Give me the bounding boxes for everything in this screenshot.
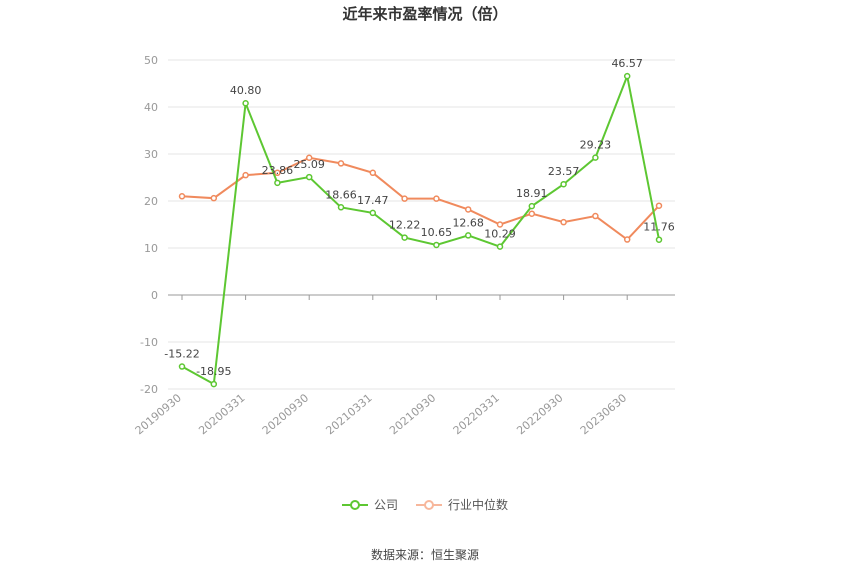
- x-tick-label: 20200930: [260, 391, 311, 437]
- line-chart: -20 -10 0 10 20 30 40 50 20190930 20200331 2020093…: [133, 54, 675, 437]
- y-tick-label: 0: [151, 289, 158, 302]
- legend-item-company[interactable]: 公司: [341, 496, 398, 513]
- data-point-industry: [274, 169, 281, 177]
- data-point-industry: [496, 221, 504, 228]
- data-point-industry: [655, 202, 663, 209]
- data-label: 18.66: [325, 188, 357, 201]
- y-tick-label: 30: [144, 148, 158, 161]
- y-tick-label: 50: [144, 54, 158, 67]
- data-point-company: [560, 180, 567, 188]
- data-point-industry: [592, 212, 599, 220]
- data-point-company: [274, 179, 281, 187]
- legend: 公司 行业中位数: [0, 496, 850, 513]
- data-point-industry: [623, 236, 631, 243]
- x-tick-label: 20210930: [387, 391, 438, 437]
- legend-item-industry[interactable]: 行业中位数: [416, 496, 508, 513]
- legend-label-company: 公司: [373, 498, 398, 512]
- data-label: 18.91: [516, 187, 548, 200]
- data-label: 10.65: [421, 226, 453, 239]
- y-tick-label: -20: [140, 383, 158, 396]
- series-line-company: [181, 72, 660, 386]
- x-tick-label: 20230630: [578, 391, 629, 437]
- data-label: 10.29: [484, 228, 516, 241]
- data-label: 25.09: [293, 158, 325, 171]
- data-label: 12.22: [389, 219, 421, 232]
- data-label: 40.80: [230, 84, 262, 97]
- data-label: 46.57: [611, 57, 643, 70]
- data-source: 数据来源：恒生聚源: [370, 548, 479, 562]
- data-label: 17.47: [357, 194, 389, 207]
- data-point-industry: [528, 210, 536, 217]
- data-point-company: [592, 154, 599, 161]
- data-point-industry: [305, 154, 313, 162]
- data-point-industry: [369, 169, 377, 177]
- x-tick-label: 20200331: [196, 391, 247, 437]
- data-point-company: [178, 363, 186, 370]
- y-tick-label: 10: [144, 242, 158, 255]
- x-tick-label: 20190930: [133, 391, 184, 437]
- data-point-industry: [337, 160, 345, 167]
- y-tick-label: 40: [144, 101, 158, 114]
- data-point-company: [210, 380, 218, 388]
- data-point-company: [496, 243, 504, 250]
- legend-label-industry: 行业中位数: [448, 498, 509, 512]
- data-label: -18.95: [196, 365, 231, 378]
- data-point-company: [305, 173, 313, 181]
- data-point-industry: [242, 171, 249, 179]
- data-point-industry: [433, 195, 440, 202]
- data-label: 23.57: [548, 165, 580, 178]
- x-tick-label: 20210331: [323, 391, 374, 437]
- legend-marker-industry: [416, 499, 442, 510]
- data-point-company: [369, 209, 377, 217]
- data-label: 29.23: [580, 139, 612, 152]
- y-tick-label: 20: [144, 195, 158, 208]
- series-line-industry: [181, 156, 660, 241]
- data-point-company: [528, 202, 536, 210]
- data-point-company: [401, 234, 408, 241]
- data-label: 23.86: [262, 164, 294, 177]
- y-tick-label: -10: [140, 336, 158, 349]
- data-point-company: [464, 232, 472, 239]
- data-point-company: [337, 204, 345, 211]
- data-label: 12.68: [452, 216, 484, 229]
- data-point-company: [655, 236, 663, 243]
- x-tick-label: 20220331: [451, 391, 502, 437]
- data-point-industry: [401, 195, 408, 202]
- data-point-company: [242, 99, 249, 107]
- data-point-industry: [210, 194, 218, 202]
- legend-marker-company: [341, 499, 368, 510]
- data-point-company: [623, 72, 631, 80]
- data-label: -15.22: [164, 348, 199, 361]
- data-point-industry: [464, 206, 472, 213]
- x-tick-label: 20220930: [514, 391, 565, 437]
- data-point-industry: [560, 218, 567, 226]
- data-point-industry: [178, 193, 186, 200]
- data-label: 11.76: [643, 221, 675, 234]
- data-point-company: [433, 241, 440, 249]
- chart-title: 近年来市盈率情况（倍）: [342, 5, 508, 23]
